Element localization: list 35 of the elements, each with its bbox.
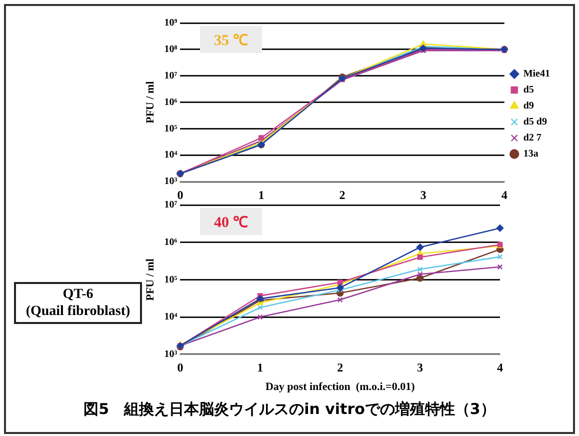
x-tick-label: 0 xyxy=(177,360,184,375)
x-tick-label: 4 xyxy=(501,188,508,202)
x-tick-label: 3 xyxy=(420,188,426,202)
x-tick-label: 2 xyxy=(339,188,346,202)
y-tick-label: 10⁵ xyxy=(164,123,178,134)
y-tick-label: 10⁷ xyxy=(164,70,178,82)
legend-label: d5 xyxy=(523,84,534,96)
x-tick-label: 1 xyxy=(258,188,264,202)
x-tick-label: 2 xyxy=(337,360,344,375)
y-axis-title: PFU / ml xyxy=(144,258,156,301)
annotation: 35 ℃ xyxy=(200,26,262,53)
y-axis-title: PFU / ml xyxy=(144,81,156,124)
y-tick-label: 10⁵ xyxy=(164,274,178,286)
y-tick-label: 10⁴ xyxy=(164,150,178,161)
legend-label: 13a xyxy=(523,148,538,160)
x-tick-label: 0 xyxy=(177,188,184,202)
y-tick-label: 10⁶ xyxy=(164,236,178,248)
y-tick-label: 10⁶ xyxy=(164,96,178,108)
y-tick-label: 10⁷ xyxy=(164,200,178,211)
x-tick-label: 1 xyxy=(257,360,264,375)
y-tick-label: 10⁹ xyxy=(164,18,178,29)
x-tick-label: 3 xyxy=(417,360,424,375)
y-tick-label: 10³ xyxy=(164,176,178,188)
y-tick-label: 10⁸ xyxy=(164,44,178,56)
legend-label: Mie41 xyxy=(523,68,550,80)
x-axis-title: Day post infection (m.o.i.=0.01) xyxy=(265,381,416,394)
legend-label: d5 d9 xyxy=(523,116,547,128)
legend-label: d9 xyxy=(523,100,534,112)
legend-label: d2 7 xyxy=(523,132,542,144)
annotation: 40 ℃ xyxy=(200,208,262,235)
x-tick-label: 4 xyxy=(497,360,503,375)
text: QT-6 (Quail fibroblast) xyxy=(14,282,142,324)
caption: 図5 組換え日本脳炎ウイルスのin vitroでの増殖特性（3） xyxy=(82,400,496,419)
y-tick-label: 10³ xyxy=(164,348,178,360)
y-tick-label: 10⁴ xyxy=(164,312,178,323)
